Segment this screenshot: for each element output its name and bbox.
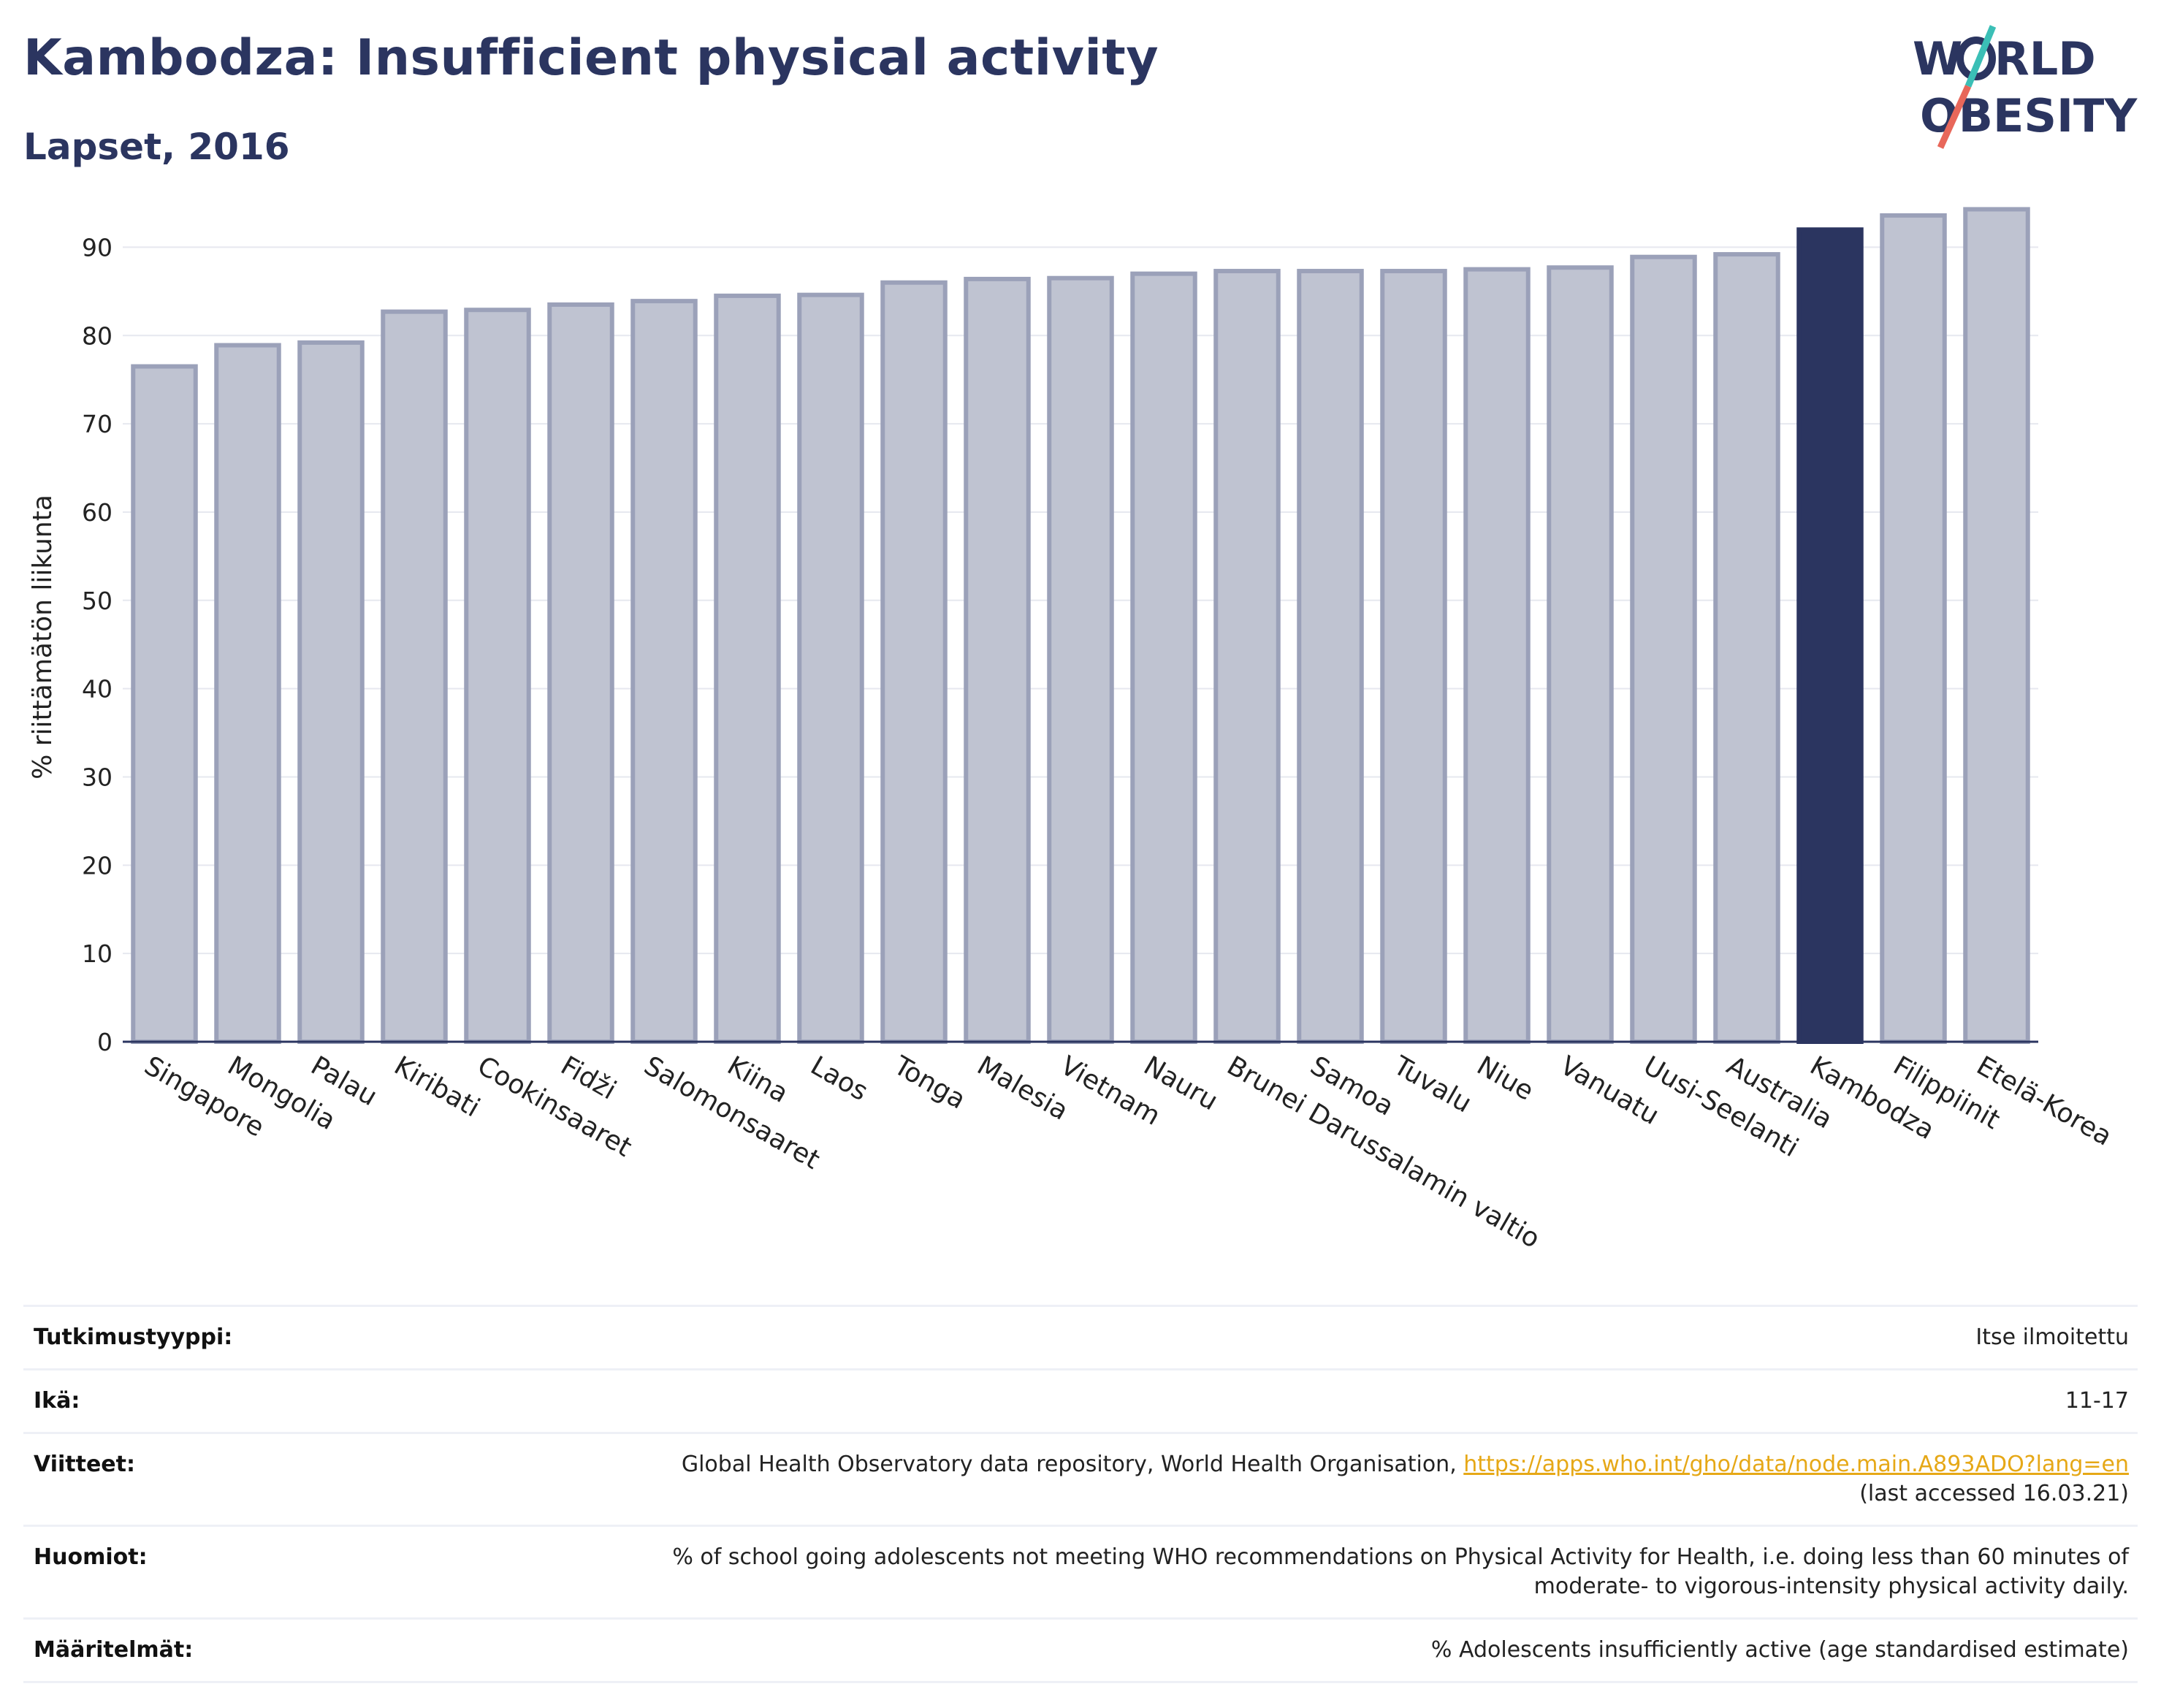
info-value: 11-17 bbox=[2065, 1388, 2129, 1414]
info-row-definitions: Määritelmät: % Adolescents insufficientl… bbox=[23, 1617, 2138, 1683]
y-tick-label: 20 bbox=[82, 851, 113, 880]
info-key: Ikä: bbox=[34, 1388, 80, 1414]
bar-filippiinit bbox=[1880, 213, 1947, 1045]
bar-singapore bbox=[131, 364, 198, 1044]
bar-mongolia bbox=[214, 343, 281, 1044]
bars bbox=[131, 207, 2030, 1045]
page-subtitle: Lapset, 2016 bbox=[23, 126, 290, 168]
info-value: % of school going adolescents not meetin… bbox=[672, 1544, 2129, 1599]
info-row-age: Ikä: 11-17 bbox=[23, 1368, 2138, 1432]
bar-laos bbox=[797, 292, 864, 1044]
info-value: % Adolescents insufficiently active (age… bbox=[1430, 1637, 2129, 1663]
logo-line1: W bbox=[1913, 32, 1962, 85]
reference-link[interactable]: https://apps.who.int/gho/data/node.main.… bbox=[1463, 1452, 2129, 1477]
info-row-study-type: Tutkimustyyppi: Itse ilmoitettu bbox=[23, 1305, 2138, 1368]
info-table: Tutkimustyyppi: Itse ilmoitettu Ikä: 11-… bbox=[23, 1305, 2138, 1683]
y-tick-label: 30 bbox=[82, 763, 113, 791]
bar-palau bbox=[297, 340, 365, 1044]
svg-text:RLD: RLD bbox=[1994, 32, 2096, 85]
x-category-label: Niue bbox=[1472, 1051, 1539, 1106]
bar-etel-korea bbox=[1963, 207, 2030, 1044]
y-tick-label: 40 bbox=[82, 675, 113, 704]
world-obesity-logo: W RLD OBESITY bbox=[1913, 25, 2138, 149]
bar-kambodza bbox=[1796, 227, 1864, 1044]
y-tick-label: 50 bbox=[82, 587, 113, 615]
info-key: Määritelmät: bbox=[34, 1637, 194, 1663]
y-tick-label: 80 bbox=[82, 321, 113, 350]
y-tick-label: 60 bbox=[82, 498, 113, 527]
bar-australia bbox=[1713, 252, 1780, 1045]
bar-niue bbox=[1463, 267, 1531, 1044]
info-key: Viitteet: bbox=[34, 1452, 135, 1477]
x-category-label: Cookinsaaret bbox=[473, 1051, 637, 1163]
x-category-label: Tonga bbox=[888, 1051, 971, 1116]
x-category-label: Tuvalu bbox=[1388, 1051, 1476, 1119]
info-value: Itse ilmoitettu bbox=[1975, 1324, 2129, 1350]
bar-salomonsaaret bbox=[630, 299, 698, 1044]
bar-tuvalu bbox=[1380, 269, 1447, 1044]
y-tick-labels: 0 10 20 30 40 50 60 70 80 90 bbox=[82, 233, 113, 1056]
bar-vanuatu bbox=[1547, 265, 1614, 1044]
bar-fid-i bbox=[547, 302, 614, 1044]
y-tick-label: 10 bbox=[82, 939, 113, 968]
y-axis-label: % riittämätön liikunta bbox=[28, 495, 58, 779]
x-category-label: Malesia bbox=[972, 1051, 1073, 1126]
bar-cookinsaaret bbox=[464, 308, 531, 1044]
reference-text: Global Health Observatory data repositor… bbox=[681, 1452, 1464, 1477]
info-key: Huomiot: bbox=[34, 1544, 148, 1570]
reference-accessed: (last accessed 16.03.21) bbox=[1859, 1481, 2129, 1506]
bar-vietnam bbox=[1047, 275, 1114, 1044]
y-tick-label: 70 bbox=[82, 410, 113, 438]
bar-malesia bbox=[964, 276, 1031, 1045]
bar-brunei-darussalamin-valtio bbox=[1213, 269, 1281, 1044]
bar-chart: 0 10 20 30 40 50 60 70 80 90 SingaporeMongoliaPal… bbox=[28, 207, 2117, 1254]
info-value: Global Health Observatory data repositor… bbox=[682, 1450, 2129, 1509]
x-category-label: Laos bbox=[806, 1051, 873, 1107]
info-row-notes: Huomiot: % of school going adolescents n… bbox=[23, 1525, 2138, 1617]
bar-kiina bbox=[714, 293, 781, 1044]
info-row-references: Viitteet: Global Health Observatory data… bbox=[23, 1432, 2138, 1525]
info-key: Tutkimustyyppi: bbox=[34, 1324, 233, 1350]
page-title: Kambodza: Insufficient physical activity bbox=[23, 29, 1159, 87]
bar-kiribati bbox=[381, 309, 448, 1044]
y-tick-label: 90 bbox=[82, 233, 113, 262]
x-category-label: Kiribati bbox=[389, 1051, 485, 1123]
bar-samoa bbox=[1297, 269, 1364, 1044]
x-category-label: Etelä-Korea bbox=[1972, 1051, 2117, 1152]
bar-tonga bbox=[880, 280, 948, 1044]
bar-uusi-seelanti bbox=[1630, 254, 1697, 1044]
bar-nauru bbox=[1130, 271, 1197, 1044]
y-tick-label: 0 bbox=[97, 1028, 113, 1056]
